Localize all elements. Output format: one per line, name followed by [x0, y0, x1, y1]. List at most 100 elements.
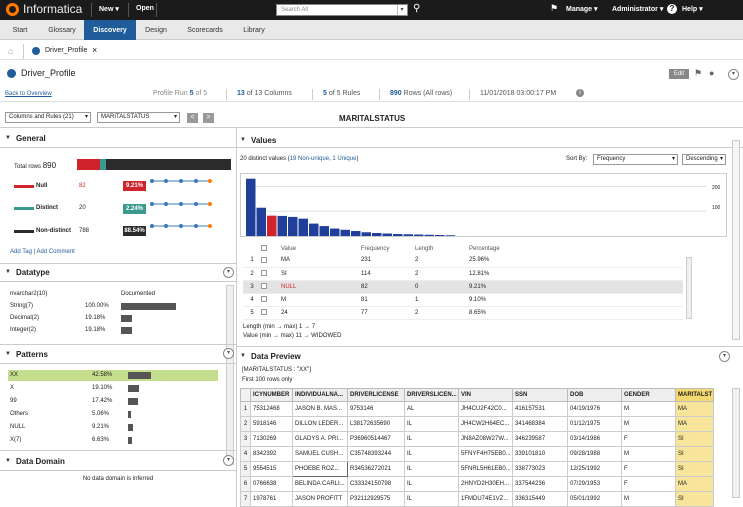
preview-cell[interactable]: M	[621, 491, 676, 507]
preview-cell[interactable]: SI	[675, 491, 714, 507]
administrator-menu[interactable]: Administrator ▾	[612, 6, 664, 13]
new-menu[interactable]: New ▾	[99, 6, 119, 13]
frequency-bar[interactable]	[424, 234, 435, 236]
data-preview-menu-icon[interactable]: ▾	[719, 351, 730, 362]
back-to-overview-link[interactable]: Back to Overview	[5, 91, 52, 97]
scope-select[interactable]: Columns and Rules (21) ▾	[5, 112, 91, 123]
values-row[interactable]: 2 SI 114 2 12.81%	[243, 267, 683, 280]
preview-cell[interactable]: IL	[404, 476, 459, 492]
preview-row[interactable]: 5 9554515 PHOEBE ROZ... R34536272021 IL 5FNRL…	[240, 461, 714, 477]
pattern-row[interactable]: XX 42.58%	[8, 370, 218, 381]
preview-column-header[interactable]: MARITALST	[675, 388, 714, 402]
frequency-bar[interactable]	[414, 234, 424, 236]
preview-row[interactable]: 7 1978761 JASON PROFITT P32112929575 IL 1FMDU…	[240, 491, 714, 507]
preview-cell[interactable]: IL	[404, 446, 459, 462]
preview-cell[interactable]: 416157531	[512, 401, 568, 417]
add-comment-link[interactable]: Add Comment	[36, 249, 75, 255]
preview-cell[interactable]: 04/19/1976	[567, 401, 622, 417]
preview-cell[interactable]: 5FNRL5H61EB0...	[458, 461, 513, 477]
column-select[interactable]: MARITALSTATUS ▾	[97, 112, 180, 123]
pattern-row[interactable]: NULL 9.21%	[8, 422, 218, 433]
frequency-bar[interactable]	[403, 234, 414, 236]
preview-cell[interactable]: SI	[675, 431, 714, 447]
preview-cell[interactable]: SI	[675, 446, 714, 462]
values-panel-scrollbar[interactable]	[732, 140, 740, 340]
datatype-bar[interactable]	[121, 315, 132, 322]
datatype-scrollbar[interactable]	[226, 285, 234, 465]
close-tab-icon[interactable]: ×	[92, 45, 98, 55]
value-column-header[interactable]: Value	[281, 245, 296, 252]
sparkline-point[interactable]	[194, 179, 198, 183]
preview-cell[interactable]: 341468384	[512, 416, 568, 432]
manage-menu[interactable]: Manage ▾	[566, 6, 598, 13]
sparkline-point[interactable]	[164, 202, 168, 206]
preview-cell[interactable]: M	[621, 401, 676, 417]
row-checkbox[interactable]	[261, 256, 267, 263]
nav-tab-scorecards[interactable]: Scorecards	[187, 27, 223, 34]
nav-tab-discovery[interactable]: Discovery	[84, 20, 136, 40]
sparkline-point[interactable]	[164, 224, 168, 228]
document-tab-label[interactable]: Driver_Profile	[45, 47, 88, 54]
general-section-header[interactable]: ▼ General	[5, 131, 46, 145]
frequency-bar[interactable]	[319, 226, 330, 236]
datatype-bar[interactable]	[121, 303, 176, 310]
nav-tab-design[interactable]: Design	[145, 27, 167, 34]
help-menu[interactable]: Help ▾	[682, 6, 703, 13]
sparkline-point[interactable]	[194, 224, 198, 228]
null-segment[interactable]	[77, 159, 100, 170]
row-checkbox-cell[interactable]	[261, 306, 281, 319]
frequency-bar[interactable]	[246, 178, 256, 236]
preview-cell[interactable]: BELINDA CARLI...	[292, 476, 348, 492]
preview-cell[interactable]: IL	[404, 431, 459, 447]
preview-cell[interactable]: L38172635690	[347, 416, 405, 432]
preview-cell[interactable]: JH4CW2H64EC...	[458, 416, 513, 432]
row-checkbox[interactable]	[261, 309, 267, 316]
preview-cell[interactable]: C35748393244	[347, 446, 405, 462]
preview-cell[interactable]: 346239587	[512, 431, 568, 447]
columns-selected[interactable]: 13	[237, 90, 245, 97]
row-checkbox[interactable]	[261, 283, 267, 290]
search-icon[interactable]: ⚲	[413, 3, 421, 14]
preview-row[interactable]: 1 75312468 JASON B. MAS... 9753146 AL JH4CU2F…	[240, 401, 714, 417]
preview-cell[interactable]: 2HNYD2H30EH...	[458, 476, 513, 492]
frequency-bar[interactable]	[445, 235, 456, 236]
sparkline-point[interactable]	[179, 202, 183, 206]
preview-cell[interactable]: F	[621, 476, 676, 492]
preview-row[interactable]: 4 8342392 SAMUEL CUSH... C35748393244 IL 5FNY…	[240, 446, 714, 462]
sparkline-point[interactable]	[150, 202, 154, 206]
preview-cell[interactable]: MA	[675, 401, 714, 417]
preview-column-header[interactable]: VIN	[458, 388, 513, 402]
frequency-bar[interactable]	[309, 223, 319, 236]
profile-run-number[interactable]: 5	[189, 90, 194, 97]
row-checkbox-cell[interactable]	[261, 254, 281, 267]
search-input[interactable]: Search All ▾	[276, 4, 408, 16]
add-tag-link[interactable]: Add Tag	[10, 249, 32, 255]
row-checkbox[interactable]	[261, 270, 267, 277]
preview-column-header[interactable]: SSN	[512, 388, 568, 402]
values-row[interactable]: 4 M 81 1 9.10%	[243, 293, 683, 306]
preview-cell[interactable]: 1FMDU74E1VZ...	[458, 491, 513, 507]
frequency-bar[interactable]	[361, 232, 372, 236]
sparkline-point-current[interactable]	[208, 179, 212, 183]
values-row[interactable]: 3 NULL 82 0 9.21%	[243, 280, 683, 293]
preview-cell[interactable]: 1978761	[250, 491, 293, 507]
preview-cell[interactable]: P36960514467	[347, 431, 405, 447]
preview-cell[interactable]: MA	[675, 476, 714, 492]
preview-cell[interactable]: 338773023	[512, 461, 568, 477]
preview-cell[interactable]: 9753146	[347, 401, 405, 417]
preview-cell[interactable]: SAMUEL CUSH...	[292, 446, 348, 462]
preview-cell[interactable]: C33324150798	[347, 476, 405, 492]
preview-cell[interactable]: PHOEBE ROZ...	[292, 461, 348, 477]
previous-column-button[interactable]: <	[187, 113, 198, 123]
sparkline-point[interactable]	[179, 179, 183, 183]
datatype-menu-icon[interactable]: ▾	[223, 267, 234, 278]
data-domain-section-header[interactable]: ▼ Data Domain	[5, 454, 65, 468]
preview-column-header[interactable]: DOB	[567, 388, 622, 402]
preview-cell[interactable]: GLADYS A. PRI...	[292, 431, 348, 447]
preview-scrollbar[interactable]	[732, 388, 740, 498]
sparkline-point[interactable]	[194, 202, 198, 206]
pattern-row[interactable]: 99 17.42%	[8, 396, 218, 407]
preview-cell[interactable]: M	[621, 446, 676, 462]
sparkline-point[interactable]	[150, 224, 154, 228]
datatype-section-header[interactable]: ▼ Datatype	[5, 265, 50, 279]
